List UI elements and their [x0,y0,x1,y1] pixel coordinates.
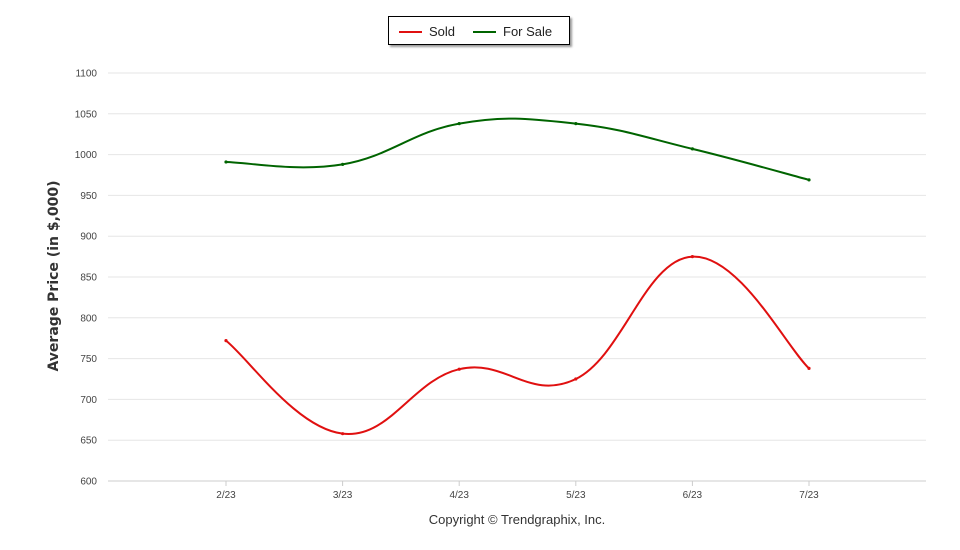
legend-swatch-sold [399,30,422,33]
data-point-sold [341,432,345,436]
data-point-for-sale [341,162,345,166]
y-tick-label: 1100 [75,69,97,80]
data-point-for-sale [457,121,461,126]
y-tick-label: 800 [80,313,97,324]
legend-swatch-for-sale [473,30,496,33]
data-point-sold [574,377,578,381]
y-tick-label: 650 [80,436,97,447]
x-tick-label: 2/23 [216,490,236,501]
y-tick-label: 600 [80,477,97,488]
legend: Sold For Sale [388,16,570,45]
data-point-for-sale [807,178,811,182]
x-tick-label: 7/23 [799,490,819,501]
copyright-text: Copyright © Trendgraphix, Inc. [428,512,606,527]
data-point-for-sale [574,121,578,126]
data-point-for-sale [224,160,228,164]
y-tick-label: 750 [80,354,97,365]
y-tick-label: 1050 [75,109,98,120]
legend-item-sold[interactable]: Sold [399,17,455,46]
data-point-for-sale [690,147,695,151]
legend-label-sold: Sold [429,24,456,39]
data-point-sold [224,339,228,343]
y-tick-label: 950 [80,191,97,202]
series-line-for-sale [225,117,810,181]
y-tick-label: 900 [80,232,97,243]
y-axis-label: Average Price (in $,000) [46,180,62,372]
series-line-sold [225,255,810,435]
x-tick-label: 4/23 [449,490,469,501]
x-tick-label: 6/23 [683,490,703,501]
x-tick-label: 5/23 [566,490,586,501]
legend-item-for-sale[interactable]: For Sale [473,17,552,46]
data-point-sold [807,366,811,370]
legend-label-for-sale: For Sale [503,24,553,39]
y-tick-label: 1000 [75,150,98,161]
data-point-sold [690,255,695,259]
y-tick-label: 850 [80,273,97,284]
data-point-sold [457,367,461,371]
y-tick-label: 700 [80,395,97,406]
x-tick-label: 3/23 [333,490,353,501]
